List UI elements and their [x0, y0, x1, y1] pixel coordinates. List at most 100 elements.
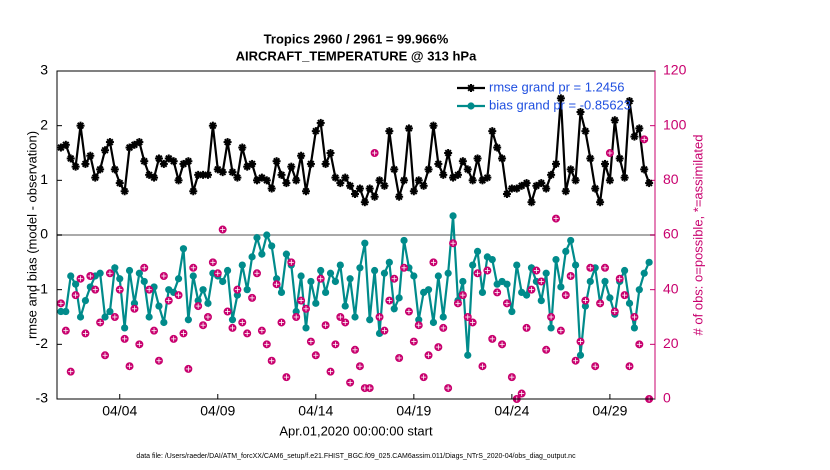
marker-stroke: [420, 182, 428, 190]
obs-marker: [586, 263, 595, 272]
rmse-marker: [346, 181, 355, 190]
obs-marker: [287, 258, 296, 267]
marker-stroke: [552, 160, 560, 168]
marker-stroke: [444, 149, 452, 157]
marker-stroke: [606, 176, 614, 184]
obs-marker: [409, 337, 418, 346]
obs-marker: [81, 329, 90, 338]
bias-marker: [228, 316, 237, 324]
rmse-marker: [159, 159, 168, 168]
marker-stroke: [498, 154, 506, 163]
rmse-marker: [488, 127, 497, 136]
obs-marker: [199, 321, 208, 330]
x-tick-label: 04/04: [102, 403, 137, 419]
rmse-marker: [248, 159, 257, 168]
marker-stroke: [287, 163, 295, 171]
bias-marker: [184, 316, 192, 324]
bias-marker: [464, 351, 472, 359]
bias-marker: [194, 297, 202, 305]
obs-marker: [453, 299, 462, 308]
obs-marker: [105, 269, 114, 278]
marker-stroke: [371, 193, 379, 201]
marker-stroke: [527, 198, 536, 206]
bias-marker: [272, 275, 281, 283]
marker-stroke: [395, 193, 403, 201]
obs-marker: [630, 313, 639, 321]
rmse-marker: [272, 157, 281, 166]
rmse-marker: [277, 170, 286, 179]
rmse-marker: [140, 157, 149, 166]
marker-stroke: [523, 179, 531, 187]
bias-marker: [96, 269, 104, 277]
marker-stroke: [405, 124, 413, 132]
marker-stroke: [586, 154, 594, 163]
bias-marker: [537, 297, 545, 305]
bias-marker: [415, 316, 423, 324]
obs-marker: [159, 272, 168, 280]
rmse-marker: [375, 176, 384, 185]
rmse-marker: [483, 173, 492, 182]
obs-marker: [517, 389, 526, 398]
rmse-marker: [61, 140, 70, 149]
bias-marker: [449, 212, 457, 220]
rmse-marker: [203, 170, 212, 179]
marker-stroke: [67, 154, 75, 163]
bias-marker: [336, 261, 344, 269]
obs-marker: [380, 326, 389, 335]
rmse-marker: [115, 179, 124, 188]
marker-stroke: [116, 179, 124, 187]
marker-stroke: [415, 176, 423, 184]
bias-marker: [429, 318, 438, 327]
obs-marker: [463, 313, 472, 321]
marker-stroke: [346, 182, 354, 190]
obs-marker: [542, 345, 551, 354]
obs-marker: [223, 307, 232, 316]
bias-marker: [219, 277, 227, 286]
obs-marker: [473, 269, 482, 278]
rmse-marker: [630, 132, 639, 141]
marker-stroke: [645, 179, 653, 187]
x-tick-label: 04/29: [592, 403, 627, 419]
obs-marker: [404, 307, 413, 316]
marker-stroke: [76, 122, 85, 130]
marker-stroke: [400, 176, 408, 184]
rmse-marker: [208, 121, 217, 130]
marker-stroke: [165, 154, 173, 163]
marker-stroke: [341, 174, 349, 182]
y2-tick-label: 40: [663, 280, 679, 296]
marker-stroke: [150, 174, 158, 182]
rmse-marker: [351, 190, 360, 198]
marker-stroke: [356, 184, 364, 193]
obs-marker: [184, 364, 193, 373]
bias-marker: [238, 261, 246, 269]
obs-marker: [615, 274, 624, 283]
obs-marker: [493, 288, 502, 297]
obs-marker: [267, 356, 276, 365]
rmse-marker: [355, 184, 364, 193]
obs-marker: [566, 272, 575, 280]
bias-marker: [62, 307, 70, 316]
bias-marker: [81, 297, 90, 305]
obs-marker: [115, 285, 124, 294]
rmse-marker: [409, 187, 418, 196]
marker-stroke: [268, 184, 276, 193]
marker-stroke: [258, 174, 266, 182]
y2-tick-label: 0: [663, 390, 671, 406]
bias-marker: [571, 261, 580, 269]
bias-marker: [76, 313, 85, 321]
obs-marker: [297, 296, 306, 305]
bias-marker: [101, 313, 109, 321]
bias-marker: [424, 286, 433, 294]
rmse-marker: [610, 116, 619, 125]
obs-marker: [321, 321, 330, 330]
rmse-marker: [81, 159, 90, 168]
bias-marker: [434, 272, 442, 280]
x-tick-label: 04/09: [200, 403, 235, 419]
marker-stroke: [121, 187, 129, 195]
marker-stroke: [581, 127, 589, 135]
y2-tick-label: 20: [663, 335, 679, 351]
marker-stroke: [434, 160, 442, 168]
marker-stroke: [62, 141, 70, 149]
obs-marker: [213, 269, 222, 278]
rmse-marker: [502, 190, 511, 198]
